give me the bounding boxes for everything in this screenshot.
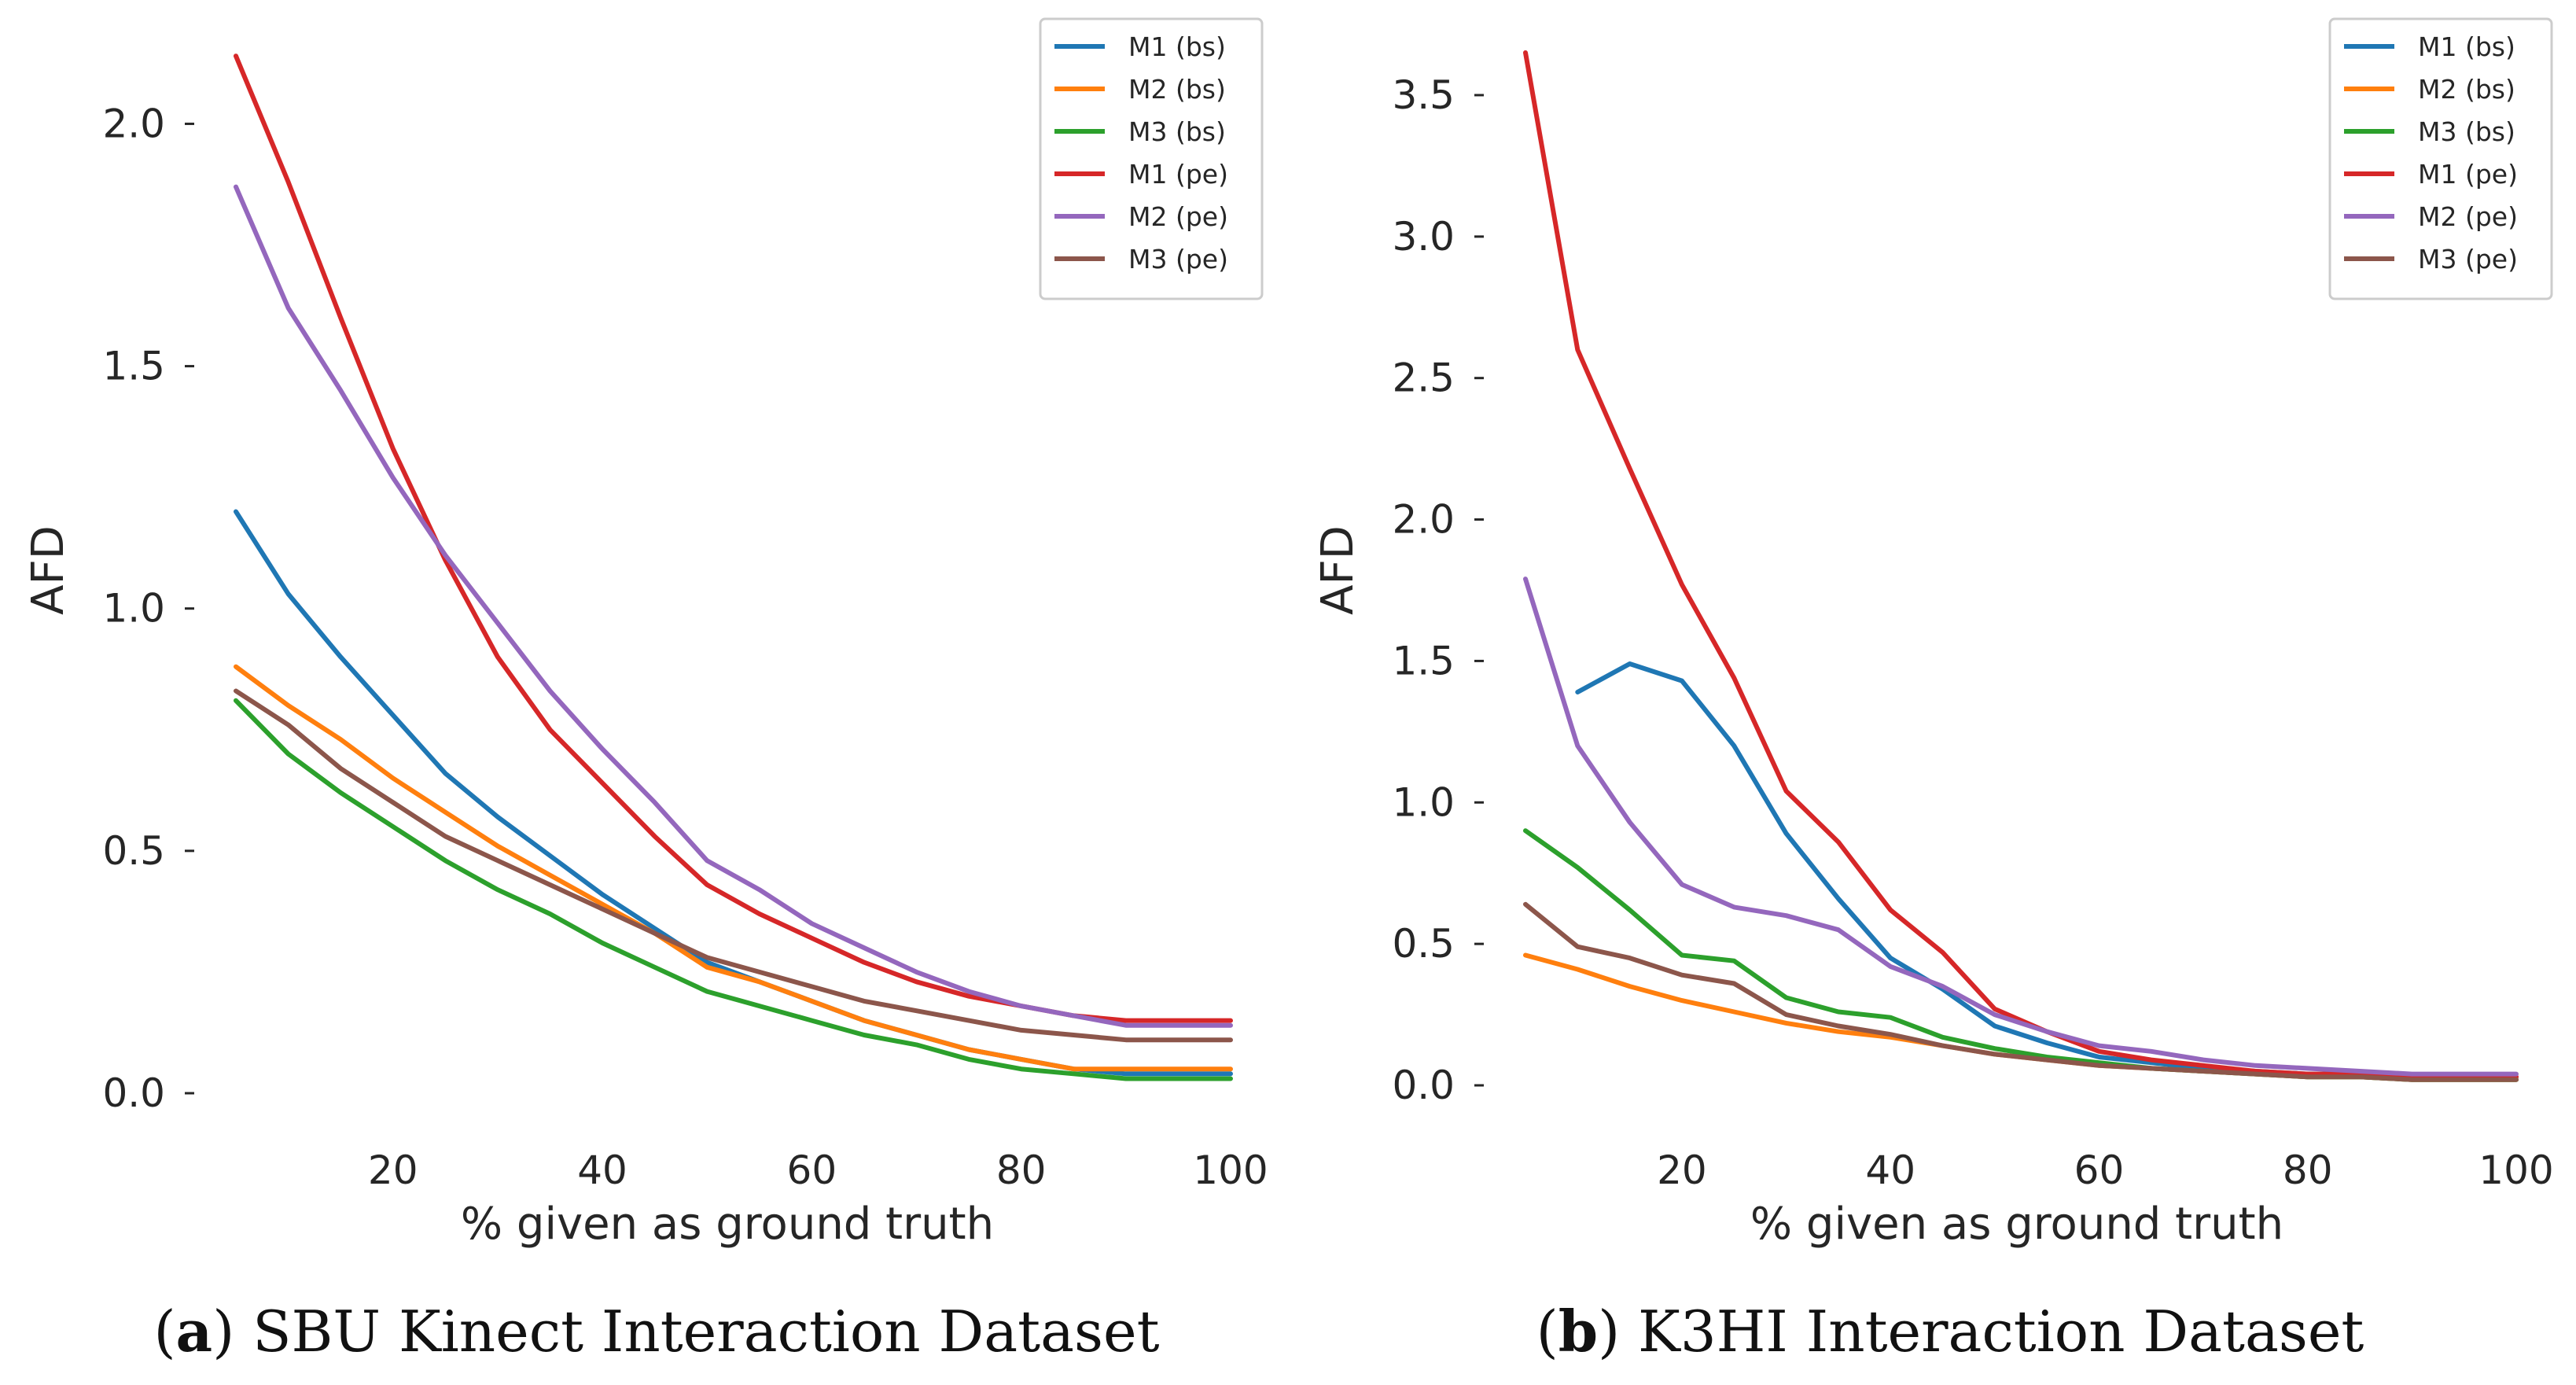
panel-b-legend-label: M1 (pe) xyxy=(2418,159,2518,190)
panel-b-x-tick-label: 100 xyxy=(2478,1147,2553,1193)
panel-a-y-tick-label: 1.0 xyxy=(102,586,165,632)
panel-a-series-line-m3-pe xyxy=(234,688,1233,1043)
panel-b-series xyxy=(1523,50,2519,1082)
panel-a-y-tick-label: 0.5 xyxy=(102,828,165,874)
panel-a-series-line-m2-bs xyxy=(234,664,1233,1072)
panel-a-x-tick-label: 100 xyxy=(1193,1147,1268,1193)
panel-b-y-tick-label: 2.5 xyxy=(1392,355,1455,401)
panel-a-caption-text: SBU Kinect Interaction Dataset xyxy=(252,1298,1159,1365)
panel-b-legend-label: M3 (pe) xyxy=(2418,244,2518,274)
panel-a-x-tick-label: 80 xyxy=(996,1147,1047,1193)
panel-a-y-tick-label: 2.0 xyxy=(102,101,165,146)
panel-b-k3hi-chart: 0.0 0.5 1.0 1.5 2.0 2.5 3.0 3.5 20 40 60 80 100 AFD… xyxy=(1312,17,2554,1365)
panel-b-x-tick-label: 20 xyxy=(1657,1147,1707,1193)
panel-a-legend-label: M2 (pe) xyxy=(1128,201,1228,232)
panel-b-x-tick-label: 40 xyxy=(1865,1147,1915,1193)
panel-a-x-tick-label: 40 xyxy=(577,1147,627,1193)
panel-a-y-tick-label: 1.5 xyxy=(102,344,165,389)
panel-a-legend-label: M3 (pe) xyxy=(1128,244,1228,274)
panel-b-caption-text: K3HI Interaction Dataset xyxy=(1638,1298,2364,1365)
panel-b-y-tick-label: 1.5 xyxy=(1392,638,1455,683)
panel-b-series-line-m2-pe xyxy=(1523,576,2519,1077)
panel-b-x-tick-label: 80 xyxy=(2283,1147,2333,1193)
panel-a-series-line-m3-bs xyxy=(234,698,1233,1081)
panel-b-y-axis: 0.0 0.5 1.0 1.5 2.0 2.5 3.0 3.5 xyxy=(1392,72,1484,1108)
panel-b-series-line-m3-pe xyxy=(1523,901,2519,1082)
panel-a-sbu-chart: 0.0 0.5 1.0 1.5 2.0 20 40 60 80 100 AFD % given … xyxy=(23,17,1268,1365)
panel-b-y-axis-title: AFD xyxy=(1312,525,1363,615)
panel-a-legend-label: M2 (bs) xyxy=(1128,74,1226,105)
panel-b-x-axis: 20 40 60 80 100 xyxy=(1657,1147,2554,1193)
panel-a-legend: M1 (bs) M2 (bs) M3 (bs) M1 (pe) M2 (pe) M3 (p… xyxy=(1039,17,1264,300)
panel-a-y-axis: 0.0 0.5 1.0 1.5 2.0 xyxy=(102,101,194,1116)
panel-a-x-tick-label: 60 xyxy=(787,1147,837,1193)
panel-a-series-line-m2-pe xyxy=(234,184,1233,1028)
panel-a-legend-label: M3 (bs) xyxy=(1128,116,1226,147)
panel-b-y-tick-label: 2.0 xyxy=(1392,497,1455,543)
panel-b-legend: M1 (bs) M2 (bs) M3 (bs) M1 (pe) M2 (pe) M3 (p… xyxy=(2328,17,2553,300)
panel-a-x-tick-label: 20 xyxy=(368,1147,418,1193)
panel-b-y-tick-label: 0.0 xyxy=(1392,1063,1455,1108)
panel-b-y-tick-label: 1.0 xyxy=(1392,779,1455,825)
panel-a-caption: (a) SBU Kinect Interaction Dataset xyxy=(153,1298,1159,1365)
panel-a-series xyxy=(234,53,1233,1081)
panel-b-legend-label: M2 (bs) xyxy=(2418,74,2515,105)
panel-a-legend-label: M1 (pe) xyxy=(1128,159,1228,190)
panel-b-x-tick-label: 60 xyxy=(2074,1147,2125,1193)
panel-a-x-axis: 20 40 60 80 100 xyxy=(368,1147,1268,1193)
panel-b-x-axis-title: % given as ground truth xyxy=(1750,1199,2283,1250)
panel-a-y-axis-title: AFD xyxy=(23,525,74,615)
panel-b-legend-label: M3 (bs) xyxy=(2418,116,2515,147)
panel-b-y-tick-label: 3.0 xyxy=(1392,214,1455,260)
panel-b-legend-label: M1 (bs) xyxy=(2418,31,2515,62)
panel-b-legend-label: M2 (pe) xyxy=(2418,201,2518,232)
panel-b-caption: (b) K3HI Interaction Dataset xyxy=(1536,1298,2364,1365)
panel-a-caption-letter: a xyxy=(176,1298,213,1365)
panel-b-y-tick-label: 3.5 xyxy=(1392,72,1455,118)
panel-b-series-line-m1-pe xyxy=(1523,50,2519,1080)
panel-b-y-tick-label: 0.5 xyxy=(1392,921,1455,967)
panel-a-y-tick-label: 0.0 xyxy=(102,1070,165,1116)
panel-a-legend-label: M1 (bs) xyxy=(1128,31,1226,62)
panel-b-caption-letter: b xyxy=(1558,1298,1598,1365)
panel-a-x-axis-title: % given as ground truth xyxy=(461,1199,994,1250)
